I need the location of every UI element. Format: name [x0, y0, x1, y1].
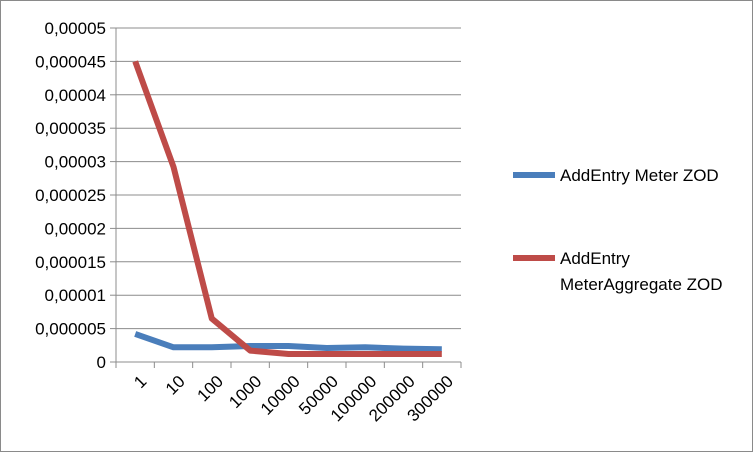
x-tick-label: 100 — [194, 372, 227, 405]
y-tick-label: 0,000045 — [35, 52, 106, 71]
gridlines — [116, 27, 461, 330]
series-line-1 — [134, 331, 442, 353]
y-tick-labels: 0 0,000005 0,00001 0,000015 0,00002 0,000025 0… — [35, 19, 106, 372]
y-tick-label: 0,00001 — [45, 286, 106, 305]
y-tick-label: 0 — [97, 353, 106, 372]
y-tick-label: 0,000005 — [35, 320, 106, 339]
y-tick-label: 0,000035 — [35, 119, 106, 138]
series-line-2 — [132, 60, 442, 357]
y-tick-label: 0,00002 — [45, 219, 106, 238]
y-tick-label: 0,00005 — [45, 19, 106, 38]
axes — [110, 27, 462, 368]
legend-label: AddEntry — [560, 249, 630, 268]
x-tick-label: 10 — [162, 372, 189, 399]
y-tick-label: 0,000025 — [35, 186, 106, 205]
legend-label: MeterAggregate ZOD — [560, 275, 723, 294]
legend: AddEntry Meter ZOD AddEntry MeterAggregate… — [513, 166, 723, 294]
y-tick-label: 0,000015 — [35, 253, 106, 272]
y-tick-label: 0,00003 — [45, 153, 106, 172]
x-tick-label: 10000 — [257, 372, 304, 419]
y-tick-label: 0,00004 — [45, 86, 106, 105]
series-lines — [132, 60, 442, 357]
legend-label: AddEntry Meter ZOD — [560, 166, 719, 185]
x-tick-label: 1 — [130, 372, 150, 392]
